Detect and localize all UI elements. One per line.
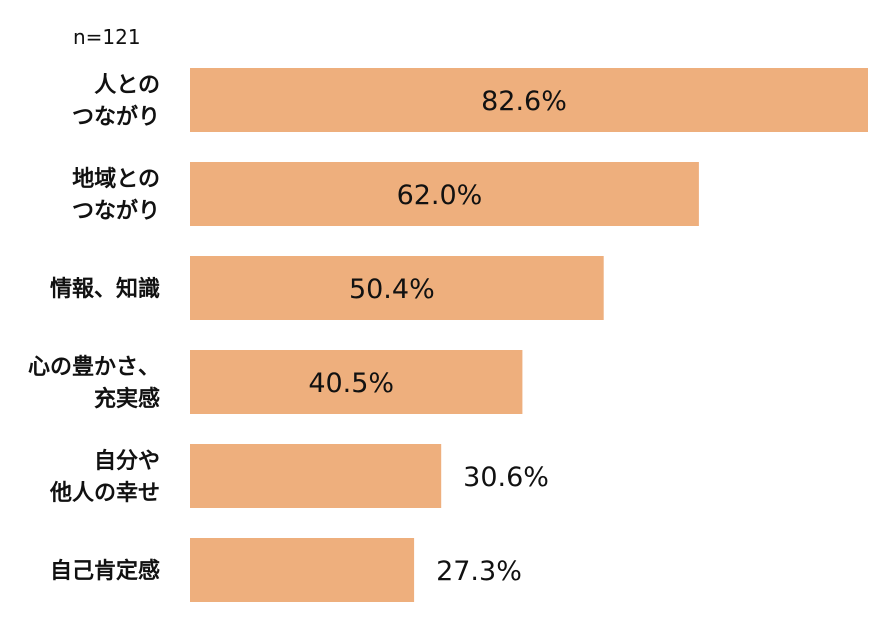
value-label-4: 30.6% (463, 462, 549, 493)
value-label-3: 40.5% (308, 368, 394, 399)
bars-group: 82.6%人とのつながり62.0%地域とのつながり50.4%情報、知識40.5%… (28, 68, 868, 602)
category-label-4-line-0: 自分や (94, 448, 160, 474)
category-label-0-line-0: 人との (94, 73, 160, 98)
value-label-5: 27.3% (436, 556, 522, 587)
sample-size-note: n=121 (73, 25, 141, 49)
category-label-3-line-1: 充実感 (94, 386, 160, 412)
category-label-1-line-1: つながり (72, 198, 160, 224)
bar-2 (190, 256, 604, 320)
bar-3 (190, 350, 523, 414)
category-label-4: 自分や他人の幸せ (49, 448, 160, 506)
bar-4 (190, 444, 442, 508)
category-label-1: 地域とのつながり (72, 166, 160, 224)
value-label-2: 50.4% (349, 274, 435, 305)
category-label-0: 人とのつながり (72, 73, 160, 130)
bar-0 (190, 68, 868, 132)
value-label-1: 62.0% (397, 180, 483, 211)
category-label-3: 心の豊かさ、充実感 (28, 354, 160, 412)
category-label-5: 自己肯定感 (50, 558, 160, 584)
bar-5 (190, 538, 415, 602)
category-label-1-line-0: 地域との (72, 166, 160, 192)
category-label-3-line-0: 心の豊かさ、 (28, 354, 160, 380)
category-label-2-line-0: 情報、知識 (50, 276, 160, 302)
category-label-2: 情報、知識 (50, 276, 160, 302)
category-label-0-line-1: つながり (72, 104, 160, 130)
category-label-4-line-1: 他人の幸せ (49, 480, 160, 506)
bar-1 (190, 162, 699, 226)
value-label-0: 82.6% (481, 86, 567, 117)
category-label-5-line-0: 自己肯定感 (50, 558, 160, 584)
